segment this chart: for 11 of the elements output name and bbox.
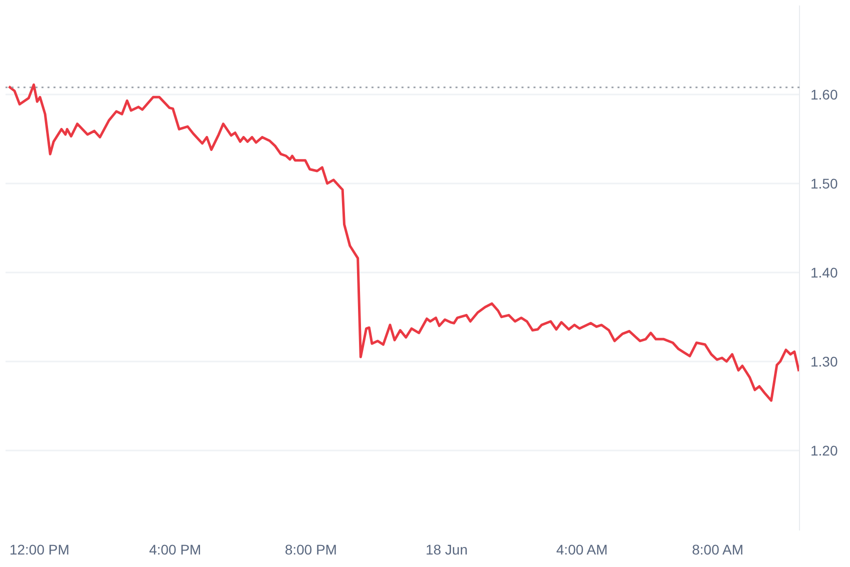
x-tick-label: 12:00 PM	[9, 542, 70, 558]
y-tick-label: 1.50	[810, 175, 838, 192]
y-tick-label: 1.20	[810, 442, 838, 458]
x-tick-label: 18 Jun	[426, 542, 468, 558]
x-tick-label: 8:00 PM	[284, 542, 337, 558]
x-tick-label: 4:00 PM	[149, 542, 202, 558]
y-tick-label: 1.60	[810, 86, 838, 102]
y-tick-label: 1.40	[810, 264, 838, 280]
x-tick-label: 4:00 AM	[556, 542, 608, 558]
x-tick-label: 8:00 AM	[692, 542, 744, 558]
y-tick-label: 1.30	[810, 353, 838, 370]
